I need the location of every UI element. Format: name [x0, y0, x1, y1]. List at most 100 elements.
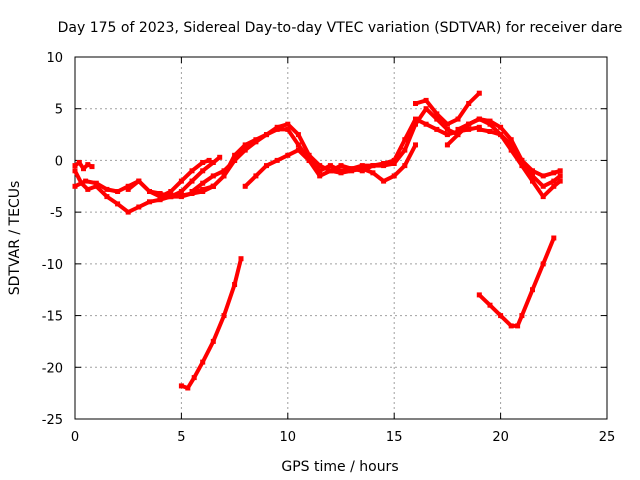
data-point [466, 121, 472, 127]
data-point [72, 163, 78, 169]
data-point [136, 178, 142, 184]
data-point [530, 173, 535, 179]
x-tick-label: 20 [492, 430, 509, 445]
data-point [85, 162, 91, 168]
data-point [476, 90, 482, 96]
data-point [327, 168, 333, 174]
data-point [540, 183, 546, 189]
data-point [370, 163, 376, 169]
data-point [508, 147, 514, 153]
data-point [285, 152, 291, 158]
y-tick-label: -20 [42, 361, 63, 376]
data-point [306, 152, 312, 158]
data-point [381, 163, 387, 169]
data-point [476, 126, 482, 132]
y-tick-label: -5 [50, 206, 63, 221]
x-tick-label: 25 [599, 430, 616, 445]
data-point [551, 183, 557, 189]
y-tick-label: -10 [42, 258, 63, 273]
series-track-n [179, 256, 243, 390]
plot-frame [74, 56, 608, 420]
data-point [487, 118, 493, 124]
data-point [147, 189, 152, 194]
axis-ticks: 0 5 10 15 20 25 10 5 0 -5 -10 -15 -20 -25 [42, 51, 616, 445]
series-track-o [477, 236, 556, 328]
data-point [413, 116, 418, 122]
data-point [242, 142, 248, 148]
data-point [413, 101, 418, 106]
data-point [115, 201, 121, 207]
data-point [178, 189, 184, 194]
data-point [104, 194, 110, 200]
data-point [423, 97, 429, 103]
y-axis-label: SDTVAR / TECUs [7, 181, 23, 296]
data-point [185, 385, 191, 391]
data-point [508, 137, 514, 143]
data-point [444, 132, 450, 138]
data-point [444, 121, 450, 127]
x-axis-label: GPS time / hours [281, 459, 398, 475]
data-point [540, 173, 546, 179]
data-point [530, 178, 535, 184]
data-point [444, 126, 450, 132]
data-point [359, 166, 365, 172]
data-point [125, 183, 131, 189]
data-point [168, 189, 174, 194]
data-point [317, 173, 323, 179]
data-point [402, 163, 408, 169]
data-point [217, 154, 223, 160]
data-point [285, 126, 291, 132]
data-point [125, 209, 131, 215]
data-point [508, 323, 514, 329]
data-point [295, 147, 301, 153]
data-point [200, 359, 206, 365]
data-point [519, 313, 525, 319]
data-point [530, 168, 535, 174]
data-point [221, 313, 227, 319]
data-point [476, 292, 482, 298]
data-point [434, 116, 440, 122]
x-tick-label: 5 [177, 430, 185, 445]
y-tick-label: 5 [55, 103, 63, 118]
data-point [253, 139, 259, 145]
data-point [557, 178, 563, 184]
data-point [232, 157, 238, 163]
data-point [210, 173, 216, 179]
data-point [136, 204, 142, 210]
data-point [210, 183, 216, 189]
data-point [157, 194, 163, 200]
data-point [178, 178, 184, 184]
data-point [487, 121, 493, 127]
data-point [221, 173, 227, 179]
data-point [466, 101, 472, 106]
data-point [508, 142, 514, 148]
data-point [515, 323, 521, 329]
data-point [370, 170, 376, 176]
data-point [206, 157, 212, 163]
data-point [264, 163, 269, 169]
x-tick-label: 10 [280, 430, 297, 445]
data-point [147, 199, 152, 205]
data-point [157, 197, 163, 203]
data-point [338, 170, 344, 176]
data-point [317, 163, 323, 169]
data-point [413, 121, 418, 127]
data-point [487, 302, 493, 308]
data-point [295, 142, 301, 148]
data-point [402, 137, 408, 143]
data-point [519, 157, 525, 163]
data-point [391, 161, 397, 166]
data-point [519, 163, 525, 169]
data-point [264, 132, 269, 138]
data-point [423, 106, 429, 112]
data-point [191, 375, 197, 381]
data-point [540, 261, 546, 267]
data-point [455, 132, 461, 138]
data-point [189, 189, 195, 194]
data-point [557, 168, 563, 174]
data-point [76, 160, 82, 165]
data-point [487, 129, 493, 134]
data-point [306, 157, 312, 163]
data-point [551, 235, 557, 241]
data-point [72, 168, 78, 174]
